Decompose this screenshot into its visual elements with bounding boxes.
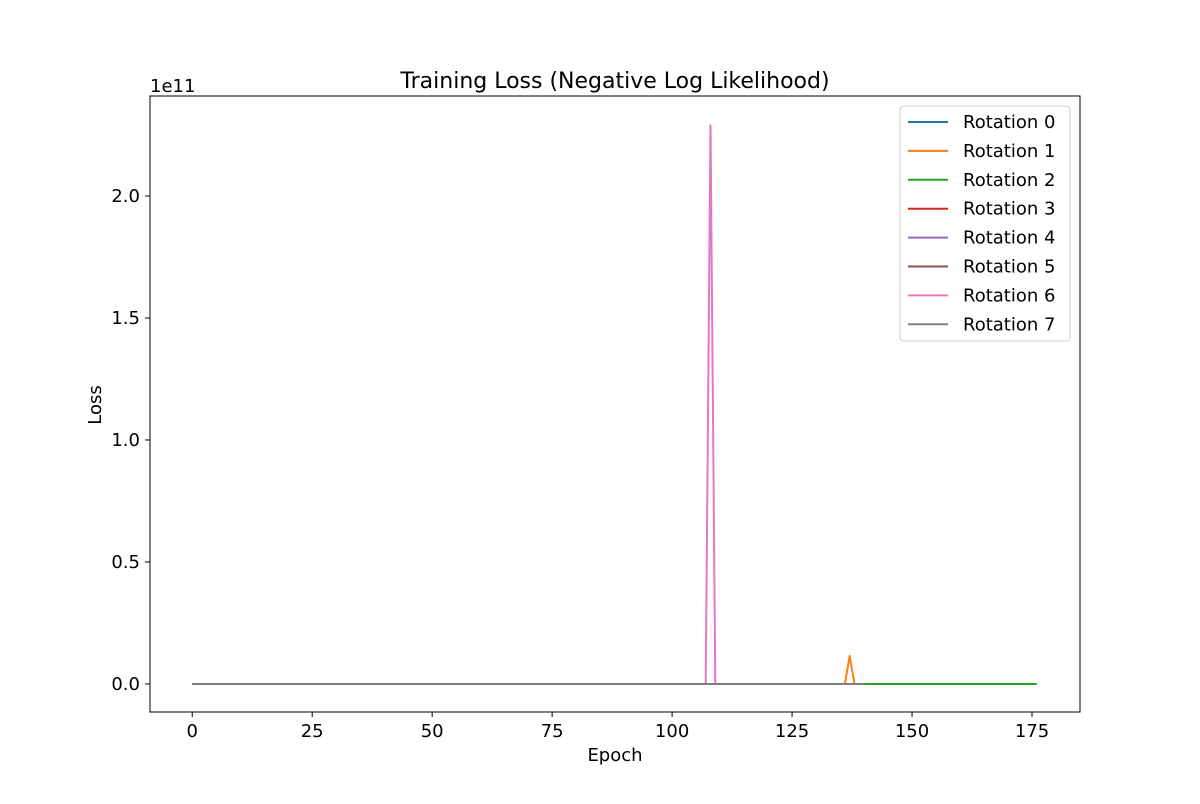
legend-entry: Rotation 2	[908, 170, 1055, 191]
y-tick-label: 1.5	[111, 308, 140, 329]
legend-label: Rotation 3	[963, 199, 1055, 220]
x-tick-label: 25	[301, 721, 324, 742]
legend-entry: Rotation 0	[908, 112, 1055, 133]
y-axis-ticks: 0.0 0.5 1.0 1.5 2.0	[111, 186, 150, 695]
y-tick-label: 2.0	[111, 186, 140, 207]
legend-label: Rotation 6	[963, 285, 1055, 306]
y-axis-offset-label: 1e11	[150, 76, 195, 97]
y-tick-label: 0.5	[111, 552, 140, 573]
x-tick-label: 50	[421, 721, 444, 742]
x-tick-label: 150	[895, 721, 929, 742]
legend-entry: Rotation 5	[908, 257, 1055, 278]
x-axis-ticks: 0 25 50 75 100 125 150 175	[187, 712, 1049, 742]
series-layer	[192, 124, 1037, 685]
legend-label: Rotation 1	[963, 141, 1055, 162]
x-tick-label: 100	[655, 721, 689, 742]
y-tick-label: 0.0	[111, 674, 140, 695]
chart-title: Training Loss (Negative Log Likelihood)	[399, 69, 829, 94]
x-axis-label: Epoch	[587, 745, 642, 766]
y-axis-label: Loss	[85, 385, 106, 424]
x-tick-label: 125	[775, 721, 809, 742]
legend-label: Rotation 5	[963, 257, 1055, 278]
legend-label: Rotation 0	[963, 112, 1055, 133]
plot-area-frame	[149, 95, 1081, 713]
legend-label: Rotation 4	[963, 228, 1055, 249]
legend-entry: Rotation 1	[908, 141, 1055, 162]
legend-box	[899, 105, 1071, 342]
legend-entry: Rotation 7	[908, 314, 1055, 335]
legend-label: Rotation 2	[963, 170, 1055, 191]
legend: Rotation 0 Rotation 1 Rotation 2 Rotation 3…	[899, 105, 1071, 342]
legend-label: Rotation 7	[963, 314, 1055, 335]
legend-entry: Rotation 4	[908, 228, 1055, 249]
x-tick-label: 175	[1015, 721, 1049, 742]
legend-entry: Rotation 6	[908, 285, 1055, 306]
x-tick-label: 0	[187, 721, 198, 742]
x-tick-label: 75	[541, 721, 564, 742]
legend-entry: Rotation 3	[908, 199, 1055, 220]
y-tick-label: 1.0	[111, 430, 140, 451]
